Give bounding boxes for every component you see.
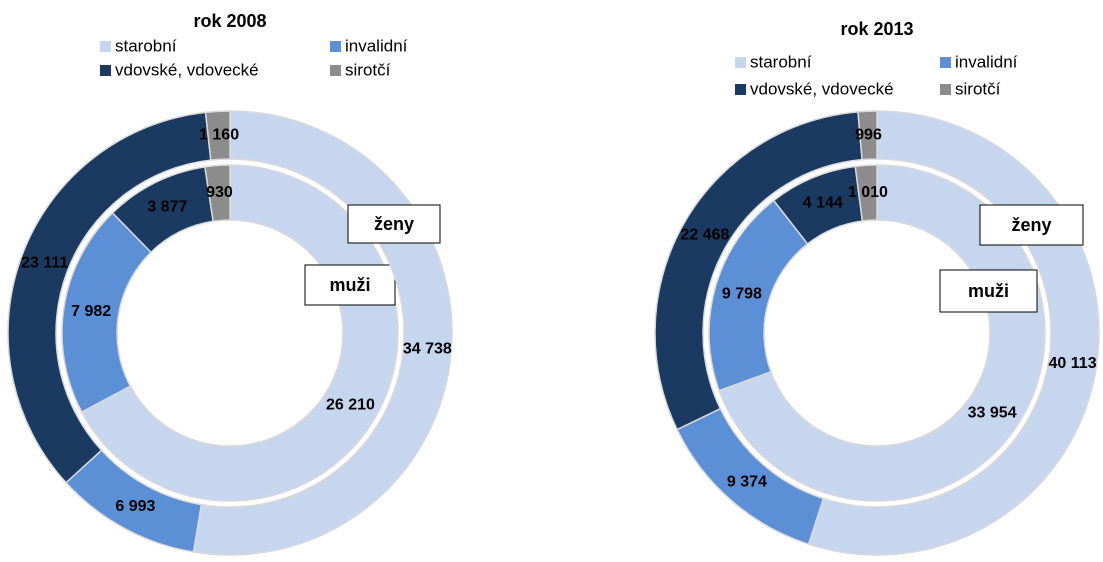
legend-swatch	[940, 84, 951, 95]
data-label: 22 468	[680, 226, 729, 243]
donut-segment	[854, 164, 878, 222]
data-label: 4 144	[803, 195, 843, 212]
ring-label-box	[304, 264, 396, 306]
data-label: 3 877	[147, 198, 187, 215]
ring-label-box	[979, 204, 1084, 246]
legend-swatch	[100, 65, 111, 76]
data-label: 930	[206, 184, 233, 201]
legend-label: sirotčí	[955, 79, 1001, 98]
legend-label: vdovské, vdovecké	[115, 60, 259, 79]
legend-label: starobní	[750, 52, 812, 71]
chart-title: rok 2013	[840, 19, 913, 39]
ring-label: muži	[968, 281, 1009, 301]
data-label: 1 010	[848, 184, 888, 201]
donut-segment	[857, 110, 878, 161]
ring-label: ženy	[1011, 215, 1051, 235]
chart-title: rok 2008	[193, 11, 266, 31]
donut-segment	[718, 164, 1046, 502]
data-label: 26 210	[326, 397, 375, 414]
data-label: 40 113	[1049, 355, 1097, 372]
donut-segment	[204, 110, 231, 161]
legend-swatch	[735, 84, 746, 95]
legend-swatch	[735, 57, 746, 68]
ring-label: ženy	[374, 214, 414, 234]
data-label: 9 374	[727, 473, 767, 490]
ring-label-box	[347, 204, 441, 244]
data-label: 996	[855, 126, 882, 143]
ring-label-box	[939, 269, 1038, 313]
donut-segment	[7, 111, 212, 484]
legend-label: invalidní	[345, 36, 408, 55]
legend-swatch	[330, 41, 341, 52]
data-label: 7 982	[71, 303, 111, 320]
legend-swatch	[330, 65, 341, 76]
data-label: 6 993	[115, 498, 155, 515]
legend-label: invalidní	[955, 52, 1018, 71]
data-label: 23 111	[21, 254, 68, 271]
legend-label: sirotčí	[345, 60, 391, 79]
legend-swatch	[100, 41, 111, 52]
legend-label: starobní	[115, 36, 177, 55]
ring-label: muži	[329, 275, 370, 295]
data-label: 9 798	[722, 285, 762, 302]
donut-segment	[204, 164, 231, 223]
legend-label: vdovské, vdovecké	[750, 79, 894, 98]
data-label: 1 160	[199, 127, 239, 144]
legend-swatch	[940, 57, 951, 68]
data-label: 34 738	[403, 341, 452, 358]
data-label: 33 954	[968, 405, 1017, 422]
